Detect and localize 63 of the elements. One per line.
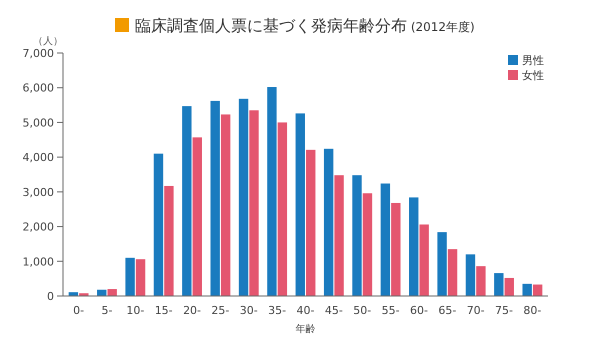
bar: [210, 100, 220, 296]
x-tick-label: 80-: [523, 304, 542, 317]
x-tick-label: 5-: [101, 304, 112, 317]
x-tick-label: 70-: [466, 304, 485, 317]
x-tick-label: 25-: [211, 304, 230, 317]
x-tick-label: 60-: [410, 304, 428, 317]
bar: [504, 278, 514, 296]
y-tick-label: 5,000: [22, 116, 54, 130]
bar: [409, 197, 418, 296]
bar: [220, 114, 230, 296]
bar: [192, 137, 202, 296]
bar: [249, 110, 259, 296]
x-tick-label: 50-: [353, 304, 372, 317]
bar: [532, 284, 542, 296]
x-tick-label: 30-: [240, 304, 258, 317]
legend-label: 男性: [522, 54, 544, 67]
bar: [238, 98, 248, 296]
bar: [296, 113, 305, 296]
x-tick-label: 15-: [154, 304, 173, 317]
legend-label: 女性: [522, 69, 544, 82]
bar: [267, 87, 277, 296]
y-tick-label: 7,000: [22, 47, 54, 60]
x-tick-label: 35-: [268, 304, 286, 317]
y-tick-label: 4,000: [22, 151, 54, 164]
bar: [448, 249, 458, 296]
bar: [466, 254, 476, 296]
x-tick-label: 10-: [126, 304, 144, 317]
x-tick-label: 65-: [438, 304, 456, 317]
bar: [136, 259, 146, 296]
x-tick-label: 20-: [183, 304, 202, 317]
x-tick-label: 45-: [324, 304, 343, 317]
y-tick-label: 1,000: [22, 255, 54, 268]
bar: [306, 150, 316, 296]
bar: [68, 292, 78, 296]
x-tick-label: 75-: [495, 304, 514, 317]
bar: [362, 193, 372, 296]
bar: [79, 293, 89, 296]
y-tick-label: 6,000: [22, 82, 54, 95]
bar: [107, 289, 117, 296]
bar: [164, 186, 174, 296]
bar: [494, 273, 504, 296]
x-tick-label: 55-: [382, 304, 400, 317]
bar: [334, 175, 344, 296]
y-tick-label: 0: [47, 290, 54, 303]
bar: [522, 284, 532, 296]
x-tick-label: 0-: [73, 304, 84, 317]
bar: [125, 258, 135, 296]
y-tick-label: 2,000: [22, 220, 54, 234]
bar: [419, 224, 429, 296]
bar: [324, 148, 334, 296]
x-axis-title: 年齢: [296, 323, 316, 335]
chart-title: 臨床調査個人票に基づく発病年齢分布 (2012年度): [135, 16, 475, 35]
bar: [278, 122, 288, 296]
x-tick-label: 40-: [296, 304, 315, 317]
bar: [391, 202, 401, 296]
bar: [182, 106, 192, 296]
bar: [476, 266, 486, 296]
bar: [154, 154, 164, 296]
bar: [352, 175, 362, 296]
y-axis-title: （人）: [33, 36, 63, 47]
bar: [380, 184, 390, 296]
y-tick-label: 3,000: [22, 186, 54, 199]
bar: [437, 232, 447, 296]
